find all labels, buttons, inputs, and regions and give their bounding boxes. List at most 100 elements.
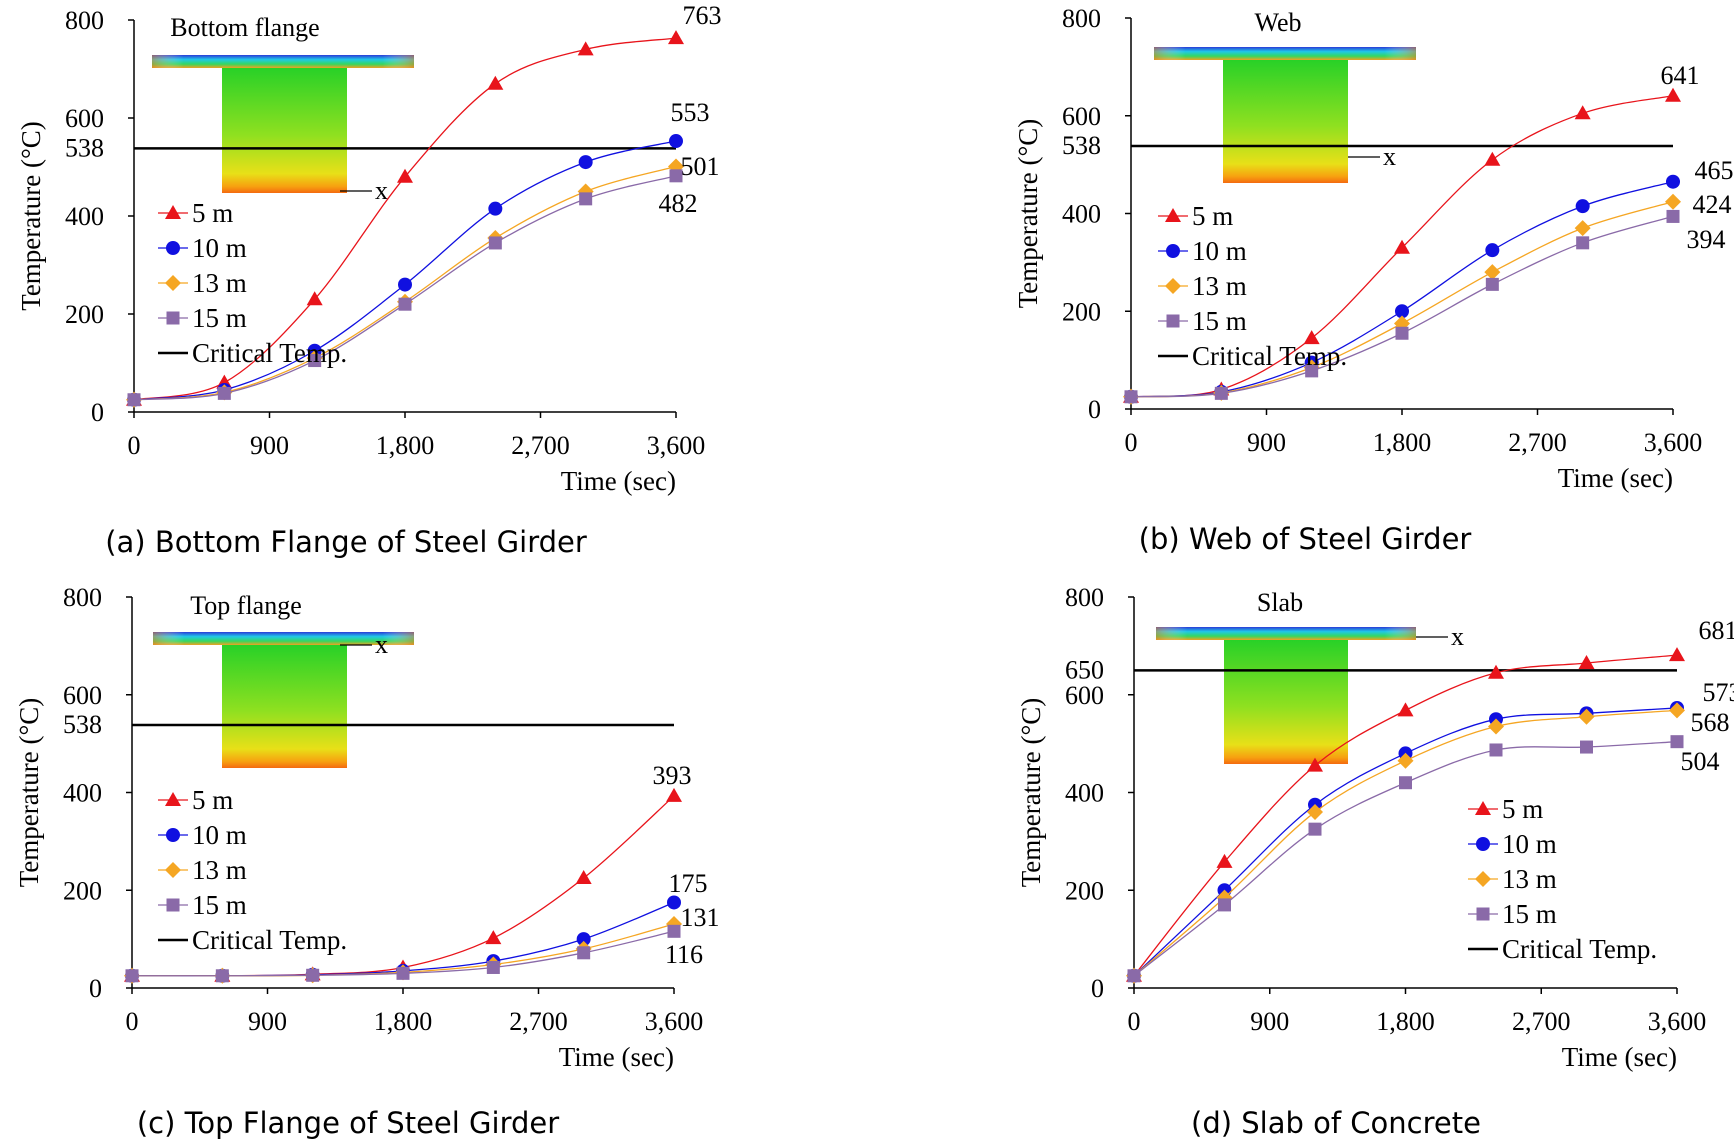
legend-label: 15 m [192, 890, 247, 920]
legend-label: 13 m [192, 268, 247, 298]
data-point [1395, 304, 1409, 319]
data-point [1124, 390, 1138, 404]
chart-panel-1: 0 200 400 600 800 538 0 900 1,800 2,700 3,600 Time … [16, 1, 722, 559]
inset-marker-label: x [1451, 622, 1464, 651]
x-tick-label: 0 [1128, 1007, 1141, 1036]
inset-flange-shade [153, 632, 414, 645]
x-tick-label: 1,800 [376, 431, 435, 460]
end-value-label: 763 [683, 1, 722, 30]
data-point [396, 966, 410, 980]
inset-marker-label: x [375, 176, 388, 205]
y-tick-label: 0 [89, 974, 102, 1003]
inset-web [222, 64, 347, 193]
y-axis-title: Temperature (°C) [1013, 119, 1043, 309]
y-tick-label: 600 [63, 681, 102, 710]
data-point [127, 393, 141, 407]
data-point [576, 932, 591, 947]
inset-flange-shade [1154, 47, 1416, 60]
cross-section-inset: Top flange x [153, 591, 414, 768]
legend-label: Critical Temp. [1502, 934, 1657, 964]
y-tick-label: 800 [63, 583, 102, 612]
legend-label: 10 m [1192, 236, 1247, 266]
chart-panel-4: 0 200 400 600 800 650 0 900 1,800 2,700 3,600 Time … [1016, 583, 1734, 1140]
data-point [575, 870, 592, 885]
inset-marker-label: x [1383, 142, 1396, 171]
data-point [308, 354, 322, 368]
legend-marker [1476, 907, 1490, 921]
data-point [1665, 193, 1681, 210]
chart-panel-3: 0 200 400 600 800 538 0 900 1,800 2,700 3,600 Time … [14, 583, 720, 1140]
x-tick-label: 3,600 [647, 431, 706, 460]
legend-label: 10 m [192, 820, 247, 850]
data-point [488, 201, 503, 216]
inset-title: Bottom flange [170, 13, 319, 42]
y-tick-label: 800 [1062, 4, 1101, 33]
x-tick-label: 1,800 [374, 1007, 433, 1036]
data-point [1669, 647, 1685, 662]
data-point [306, 291, 323, 306]
data-point [1218, 898, 1231, 912]
data-point [1303, 330, 1320, 345]
inset-title: Top flange [190, 591, 302, 620]
legend-label: 13 m [192, 855, 247, 885]
y-tick-label: 0 [91, 398, 104, 427]
legend: 5 m 10 m 13 m 15 m Critical Temp. [158, 785, 347, 955]
x-tick-label: 900 [1247, 428, 1286, 457]
legend-marker [1166, 314, 1180, 328]
data-point [398, 297, 412, 311]
y-tick-label: 400 [1062, 200, 1101, 229]
series-5m: 763 [126, 1, 722, 406]
legend-marker [165, 792, 181, 806]
end-value-label: 553 [671, 98, 710, 127]
data-point [577, 41, 594, 56]
legend-marker [1166, 244, 1180, 258]
end-value-label: 568 [1691, 708, 1730, 737]
inset-web [222, 641, 347, 768]
inset-title: Slab [1257, 588, 1303, 617]
data-point [1574, 220, 1591, 237]
legend-label: 15 m [1192, 306, 1247, 336]
y-tick-label: 800 [1065, 583, 1104, 612]
data-point [1307, 757, 1323, 772]
critical-temp-tick-label: 650 [1065, 655, 1104, 684]
critical-temp-tick-label: 538 [1062, 131, 1101, 160]
legend-marker [1475, 801, 1491, 815]
data-point [398, 277, 412, 292]
legend-label: 5 m [192, 785, 233, 815]
end-value-label: 681 [1699, 616, 1734, 645]
x-tick-label: 3,600 [645, 1007, 704, 1036]
end-value-label: 175 [669, 869, 708, 898]
data-point [1485, 243, 1500, 258]
x-axis-title: Time (sec) [1558, 463, 1673, 493]
data-point [668, 30, 684, 45]
x-tick-label: 900 [250, 431, 289, 460]
inset-web [1224, 636, 1348, 764]
end-value-label: 393 [653, 761, 692, 790]
series-15m: 504 [1127, 735, 1720, 983]
x-tick-label: 0 [128, 431, 141, 460]
inset-flange-shade [1156, 627, 1416, 640]
x-axis-title: Time (sec) [559, 1042, 674, 1072]
critical-temp-tick-label: 538 [65, 133, 104, 162]
y-tick-label: 600 [1062, 102, 1101, 131]
data-point [1488, 718, 1504, 735]
y-axis-title: Temperature (°C) [1016, 698, 1046, 888]
x-tick-label: 2,700 [1508, 428, 1567, 457]
inset-title: Web [1255, 8, 1302, 37]
data-point [1489, 743, 1503, 757]
chart-panel-2: 0 200 400 600 800 538 0 900 1,800 2,700 3,600 Time … [1013, 4, 1734, 556]
data-point [1574, 105, 1591, 120]
legend-marker [166, 241, 180, 255]
data-point [487, 75, 504, 90]
data-point [667, 924, 681, 938]
y-tick-label: 400 [1065, 779, 1104, 808]
y-tick-label: 200 [65, 300, 104, 329]
end-value-label: 465 [1695, 156, 1734, 185]
data-point [1670, 735, 1684, 749]
data-point [486, 960, 500, 974]
y-tick-label: 200 [1062, 297, 1101, 326]
legend-marker [165, 275, 181, 291]
data-point [669, 169, 683, 183]
x-axis-title: Time (sec) [561, 466, 676, 496]
x-tick-label: 1,800 [1373, 428, 1432, 457]
